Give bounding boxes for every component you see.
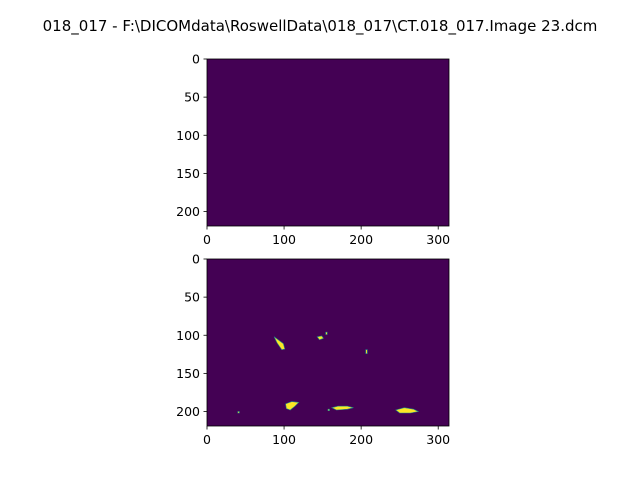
y-tick-label: 150 xyxy=(176,166,200,181)
image-feature-blob-e xyxy=(285,401,300,411)
y-tick-label: 50 xyxy=(184,90,200,105)
image-feature-blob-g xyxy=(395,407,420,414)
x-tick-label: 300 xyxy=(426,232,450,247)
image-feature-blob-h xyxy=(237,411,240,414)
y-tick-label: 100 xyxy=(176,128,200,143)
axes-frame xyxy=(206,258,450,427)
y-tick-label: 100 xyxy=(176,328,200,343)
y-tick-label: 200 xyxy=(176,204,200,219)
y-tick-label: 200 xyxy=(176,404,200,419)
x-tick-label: 100 xyxy=(272,432,296,447)
y-tick-label: 150 xyxy=(176,366,200,381)
axes-frame xyxy=(206,58,450,227)
image-feature-blob-c xyxy=(325,331,328,335)
figure-title: 018_017 - F:\DICOMdata\RoswellData\018_0… xyxy=(42,17,598,35)
y-tick-label: 50 xyxy=(184,290,200,305)
y-tick-label: 0 xyxy=(192,252,200,267)
y-tick-label: 0 xyxy=(192,52,200,67)
image-feature-blob-f xyxy=(331,405,354,411)
image-background xyxy=(207,259,449,426)
image-background xyxy=(207,59,449,226)
x-tick-label: 100 xyxy=(272,232,296,247)
x-tick-label: 200 xyxy=(349,232,373,247)
image-feature-blob-b xyxy=(316,335,324,341)
x-tick-label: 200 xyxy=(349,432,373,447)
x-tick-label: 0 xyxy=(203,232,211,247)
x-tick-label: 0 xyxy=(203,432,211,447)
top-panel: 0 100 200 300 0 50 100 150 200 xyxy=(176,52,450,248)
image-feature-blob-i xyxy=(327,408,330,412)
x-tick-label: 300 xyxy=(426,432,450,447)
image-feature-blob-a xyxy=(273,336,286,351)
image-feature-blob-d xyxy=(365,349,368,354)
bottom-panel: 0 100 200 300 0 50 100 150 200 xyxy=(176,252,450,448)
